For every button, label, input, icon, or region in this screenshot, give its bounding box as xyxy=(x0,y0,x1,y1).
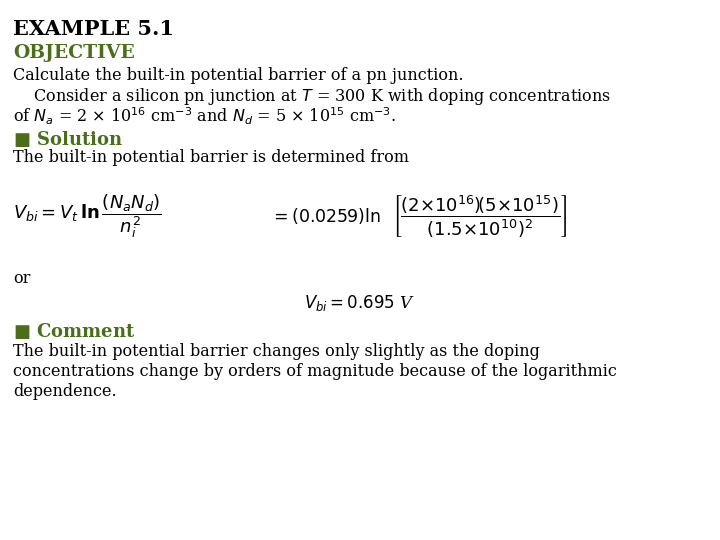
Text: The built-in potential barrier changes only slightly as the doping: The built-in potential barrier changes o… xyxy=(13,343,540,360)
Text: of $N_a$ = 2 $\times$ 10$^{16}$ cm$^{-3}$ and $N_d$ = 5 $\times$ 10$^{15}$ cm$^{: of $N_a$ = 2 $\times$ 10$^{16}$ cm$^{-3}… xyxy=(13,105,396,127)
Text: The built-in potential barrier is determined from: The built-in potential barrier is determ… xyxy=(13,148,409,165)
Text: Consider a silicon pn junction at $T$ = 300 K with doping concentrations: Consider a silicon pn junction at $T$ = … xyxy=(13,86,611,107)
Text: $V_{bi} = V_t\,\mathbf{ln}\,\dfrac{\left(N_a N_d\right)}{n_i^2}$: $V_{bi} = V_t\,\mathbf{ln}\,\dfrac{\left… xyxy=(13,192,162,240)
Text: OBJECTIVE: OBJECTIVE xyxy=(13,44,135,62)
Text: $= (0.0259)\mathrm{ln}$: $= (0.0259)\mathrm{ln}$ xyxy=(270,206,381,226)
Text: $\blacksquare$ Solution: $\blacksquare$ Solution xyxy=(13,129,123,148)
Text: dependence.: dependence. xyxy=(13,383,117,400)
Text: $\blacksquare$ Comment: $\blacksquare$ Comment xyxy=(13,321,135,341)
Text: $\left[\dfrac{\left(2{\times}10^{16}\right)\!\left(5{\times}10^{15}\right)}{\lef: $\left[\dfrac{\left(2{\times}10^{16}\rig… xyxy=(392,193,567,239)
Text: concentrations change by orders of magnitude because of the logarithmic: concentrations change by orders of magni… xyxy=(13,363,617,380)
Text: EXAMPLE 5.1: EXAMPLE 5.1 xyxy=(13,19,174,39)
Text: or: or xyxy=(13,270,30,287)
Text: $V_{bi} = 0.695$ V: $V_{bi} = 0.695$ V xyxy=(305,293,415,313)
Text: Calculate the built-in potential barrier of a pn junction.: Calculate the built-in potential barrier… xyxy=(13,68,464,84)
